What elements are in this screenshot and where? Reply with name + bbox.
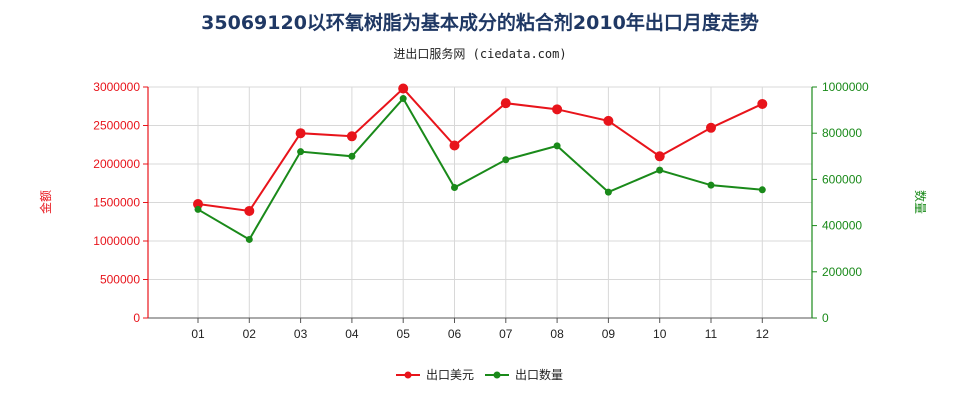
right-tick-label: 400000: [822, 219, 862, 233]
right-tick-label: 800000: [822, 126, 862, 140]
data-point-amount: [757, 98, 768, 109]
data-point-amount: [244, 205, 255, 216]
data-point-quantity: [604, 188, 612, 196]
left-tick-label: 1500000: [93, 196, 140, 210]
left-tick-label: 0: [133, 311, 140, 325]
left-tick-label: 1000000: [93, 234, 140, 248]
chart-title: 35069120以环氧树脂为基本成分的粘合剂2010年出口月度走势: [201, 12, 759, 34]
legend-label-quantity: 出口数量: [515, 367, 563, 382]
legend-swatch-dot: [404, 371, 412, 379]
right-tick-label: 0: [822, 311, 829, 325]
data-point-amount: [449, 140, 460, 151]
x-tick-label: 01: [191, 327, 205, 341]
x-tick-label: 12: [756, 327, 770, 341]
legend-item-quantity[interactable]: 出口数量: [485, 367, 563, 382]
x-tick-label: 07: [499, 327, 513, 341]
x-tick-label: 10: [653, 327, 667, 341]
x-tick-label: 11: [705, 327, 718, 341]
right-axis-label: 数量: [913, 190, 928, 214]
data-point-quantity: [451, 183, 458, 191]
data-point-amount: [500, 98, 511, 109]
x-tick-label: 08: [550, 327, 564, 341]
data-point-quantity: [656, 166, 664, 174]
legend-label-amount: 出口美元: [426, 368, 474, 382]
left-tick-label: 2000000: [93, 157, 140, 171]
right-tick-label: 600000: [822, 172, 862, 186]
data-point-amount: [295, 128, 306, 139]
data-point-quantity: [502, 156, 510, 164]
x-tick-label: 05: [397, 327, 411, 341]
x-tick-label: 04: [345, 327, 359, 341]
data-point-amount: [552, 104, 563, 115]
left-tick-label: 500000: [100, 273, 140, 287]
data-point-amount: [654, 151, 665, 162]
data-point-quantity: [348, 152, 356, 160]
data-point-quantity: [399, 95, 407, 103]
left-axis-label: 金额: [38, 190, 53, 214]
left-tick-label: 2500000: [93, 119, 140, 133]
series-line-amount: [197, 87, 763, 213]
data-point-quantity: [553, 142, 561, 150]
legend: 出口美元 出口数量: [396, 367, 563, 382]
x-tick-label: 06: [448, 327, 462, 341]
x-tick-label: 03: [294, 327, 308, 341]
left-tick-label: 3000000: [93, 80, 140, 94]
legend-swatch-dot: [493, 371, 501, 379]
data-point-quantity: [707, 181, 715, 189]
data-point-quantity: [194, 205, 202, 213]
series-line-quantity: [197, 96, 763, 241]
grid-lines: [148, 86, 812, 319]
data-point-amount: [346, 131, 357, 142]
axis-ticks: 0500000100000015000002000000250000030000…: [93, 80, 869, 341]
right-tick-label: 1000000: [822, 80, 869, 94]
data-point-amount: [398, 83, 409, 94]
right-tick-label: 200000: [822, 265, 862, 279]
data-point-quantity: [758, 186, 766, 194]
legend-item-amount[interactable]: 出口美元: [396, 368, 474, 382]
x-tick-label: 09: [602, 327, 616, 341]
x-tick-label: 02: [243, 327, 257, 341]
data-point-amount: [706, 122, 716, 133]
chart-subtitle: 进出口服务网 (ciedata.com): [393, 47, 567, 61]
data-point-quantity: [245, 235, 253, 243]
data-point-quantity: [297, 148, 305, 156]
data-point-amount: [193, 199, 203, 210]
data-point-amount: [603, 115, 614, 126]
series-group: [193, 83, 768, 243]
